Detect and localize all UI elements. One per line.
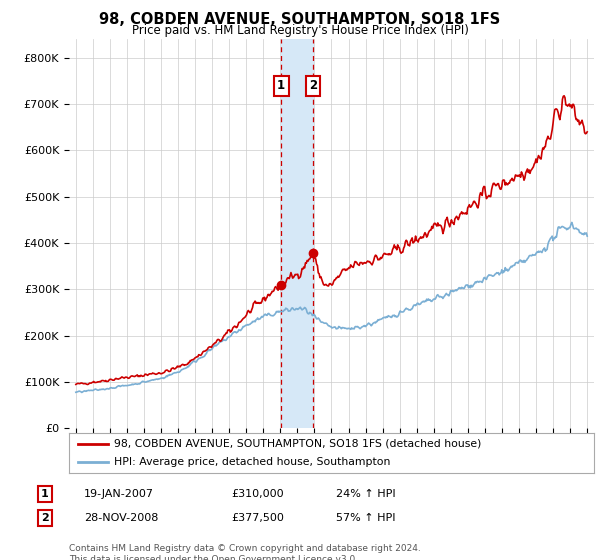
Text: 57% ↑ HPI: 57% ↑ HPI [336, 513, 395, 523]
Text: 2: 2 [309, 80, 317, 92]
Text: HPI: Average price, detached house, Southampton: HPI: Average price, detached house, Sout… [113, 458, 390, 467]
Text: 24% ↑ HPI: 24% ↑ HPI [336, 489, 395, 499]
Text: 1: 1 [277, 80, 285, 92]
Bar [281, 39, 313, 428]
Text: 98, COBDEN AVENUE, SOUTHAMPTON, SO18 1FS (detached house): 98, COBDEN AVENUE, SOUTHAMPTON, SO18 1FS… [113, 439, 481, 449]
Text: £310,000: £310,000 [231, 489, 284, 499]
Text: Contains HM Land Registry data © Crown copyright and database right 2024.
This d: Contains HM Land Registry data © Crown c… [69, 544, 421, 560]
Text: 28-NOV-2008: 28-NOV-2008 [84, 513, 158, 523]
Text: 1: 1 [41, 489, 49, 499]
Text: Price paid vs. HM Land Registry's House Price Index (HPI): Price paid vs. HM Land Registry's House … [131, 24, 469, 37]
Text: 98, COBDEN AVENUE, SOUTHAMPTON, SO18 1FS: 98, COBDEN AVENUE, SOUTHAMPTON, SO18 1FS [100, 12, 500, 27]
Text: 2: 2 [41, 513, 49, 523]
Text: 19-JAN-2007: 19-JAN-2007 [84, 489, 154, 499]
Text: £377,500: £377,500 [231, 513, 284, 523]
